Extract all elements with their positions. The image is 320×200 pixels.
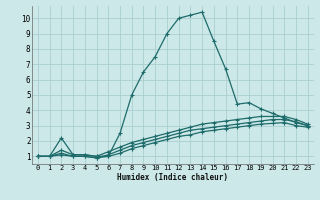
X-axis label: Humidex (Indice chaleur): Humidex (Indice chaleur) [117,173,228,182]
